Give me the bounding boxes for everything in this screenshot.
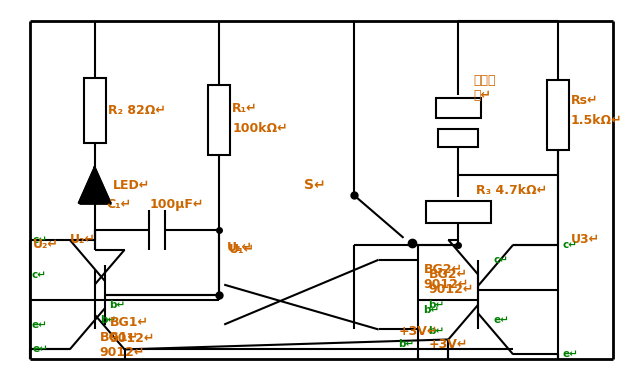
Text: b↵: b↵: [100, 315, 116, 325]
Text: BG2↵: BG2↵: [424, 263, 462, 276]
Text: R₃ 4.7kΩ↵: R₃ 4.7kΩ↵: [476, 184, 547, 197]
Text: b↵: b↵: [429, 327, 444, 336]
Bar: [547, 80, 569, 150]
Text: e↵: e↵: [33, 344, 49, 354]
Bar: [438, 129, 478, 147]
Polygon shape: [79, 167, 110, 203]
Text: b↵: b↵: [399, 339, 415, 349]
Text: S↵: S↵: [304, 178, 326, 192]
Text: c↵: c↵: [493, 255, 508, 265]
Text: U₁↵: U₁↵: [229, 243, 255, 256]
Text: 9012↵: 9012↵: [110, 332, 155, 345]
Text: e↵: e↵: [32, 320, 48, 330]
Text: BG1↵: BG1↵: [100, 331, 138, 344]
Text: U₁↵: U₁↵: [227, 241, 253, 254]
Text: 100kΩ↵: 100kΩ↵: [232, 122, 288, 135]
Text: U₂↵: U₂↵: [33, 238, 59, 251]
Text: 压电陶: 压电陶: [473, 74, 496, 87]
Text: +3V↵: +3V↵: [399, 325, 438, 338]
Text: BG1↵: BG1↵: [110, 316, 149, 329]
Text: b↵: b↵: [429, 299, 444, 310]
Text: e↵: e↵: [563, 349, 579, 359]
Text: b↵: b↵: [424, 304, 439, 315]
Text: c↵: c↵: [563, 240, 578, 250]
Text: BG2↵: BG2↵: [429, 268, 467, 281]
Text: 9012↵: 9012↵: [424, 278, 469, 291]
Text: 9012↵: 9012↵: [100, 346, 145, 359]
Bar: [436, 98, 481, 118]
Text: LED↵: LED↵: [112, 179, 150, 192]
Bar: [426, 201, 491, 223]
Text: 9012↵: 9012↵: [429, 283, 474, 296]
Text: e↵: e↵: [493, 315, 509, 325]
Bar: [208, 85, 230, 155]
Text: 100μF↵: 100μF↵: [149, 199, 204, 211]
Text: +3V↵: +3V↵: [429, 338, 468, 351]
Text: c↵: c↵: [33, 235, 48, 245]
Text: 瓷↵: 瓷↵: [473, 89, 491, 102]
Text: R₁↵: R₁↵: [232, 102, 258, 115]
Text: Rs↵: Rs↵: [571, 94, 598, 107]
Text: R₂ 82Ω↵: R₂ 82Ω↵: [107, 104, 166, 117]
Text: C₁↵: C₁↵: [107, 199, 131, 211]
Text: b↵: b↵: [110, 299, 126, 310]
Text: U3↵: U3↵: [571, 233, 600, 247]
Bar: [84, 78, 105, 142]
Text: 1.5kΩ↵: 1.5kΩ↵: [571, 114, 622, 127]
Text: U₂↵: U₂↵: [70, 233, 96, 247]
Text: c↵: c↵: [32, 270, 47, 280]
